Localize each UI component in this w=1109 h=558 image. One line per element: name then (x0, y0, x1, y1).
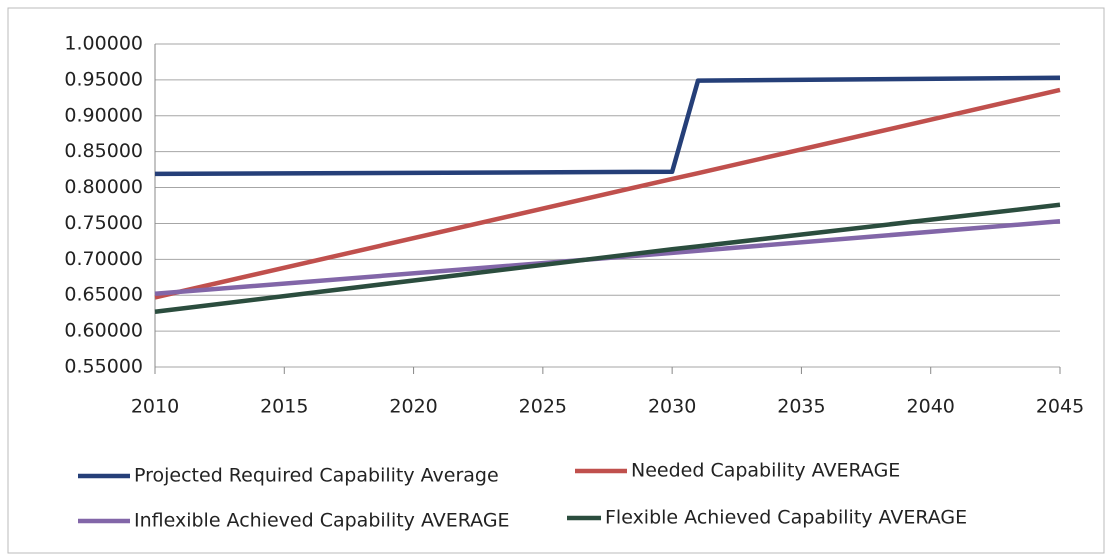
series-line (154, 75, 1061, 177)
series-line (154, 202, 1061, 314)
x-tick-label: 2025 (519, 396, 567, 418)
x-tick-label: 2035 (777, 396, 825, 418)
legend-label: Needed Capability AVERAGE (631, 460, 900, 482)
x-tick-label: 2030 (648, 396, 696, 418)
series-line (154, 87, 1061, 300)
x-tick-label: 2015 (260, 396, 308, 418)
x-tick-label: 2045 (1036, 396, 1084, 418)
y-tick-label: 0.70000 (64, 248, 143, 270)
y-tick-label: 1.00000 (64, 33, 143, 55)
x-tick-label: 2040 (907, 396, 955, 418)
y-tick-label: 0.80000 (64, 176, 143, 198)
x-tick-label: 2010 (131, 396, 179, 418)
y-tick-label: 0.75000 (64, 212, 143, 234)
y-tick-label: 0.65000 (64, 284, 143, 306)
y-tick-label: 0.90000 (64, 104, 143, 126)
y-tick-label: 0.85000 (64, 140, 143, 162)
series-line (154, 219, 1061, 297)
legend-label: Projected Required Capability Average (134, 465, 499, 487)
legend-label: Inflexible Achieved Capability AVERAGE (134, 510, 510, 532)
y-tick-label: 0.95000 (64, 68, 143, 90)
y-tick-label: 0.60000 (64, 320, 143, 342)
x-tick-label: 2020 (389, 396, 437, 418)
y-tick-label: 0.55000 (64, 356, 143, 378)
chart-border (7, 7, 1105, 554)
legend-label: Flexible Achieved Capability AVERAGE (605, 507, 967, 529)
